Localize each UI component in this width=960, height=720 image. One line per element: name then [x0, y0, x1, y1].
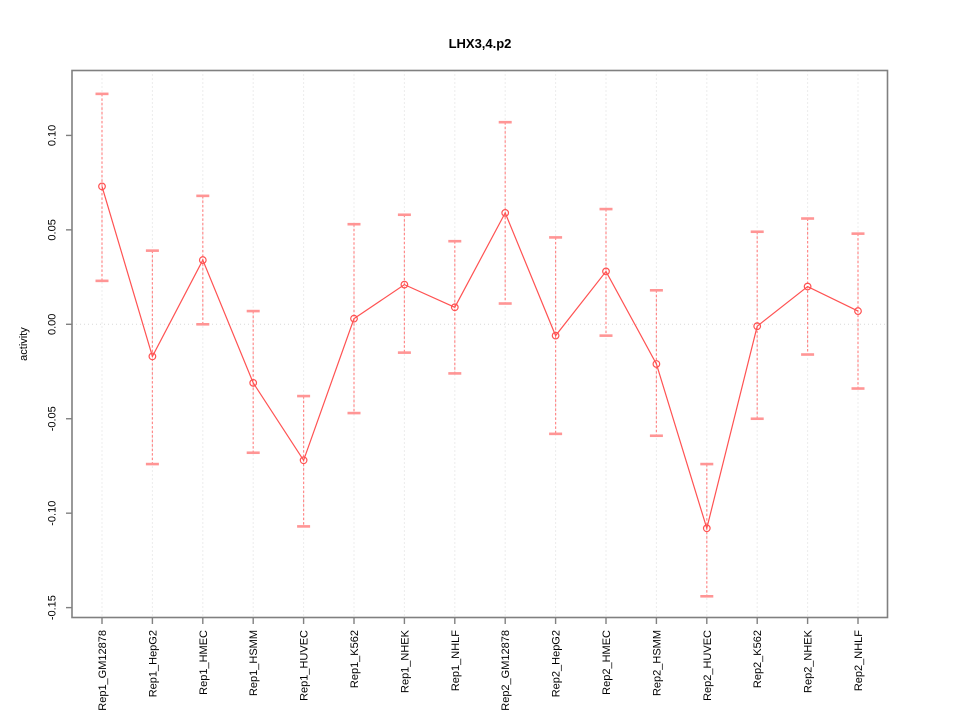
x-tick-label: Rep1_HSMM [248, 630, 260, 696]
data-point-marker [198, 256, 207, 264]
data-point-marker [702, 524, 711, 533]
error-bar [750, 230, 764, 421]
data-point-marker [98, 182, 106, 191]
x-tick-label: Rep2_HSMM [651, 630, 663, 696]
gridlines-group [72, 70, 888, 618]
y-tick-label: 0.00 [47, 314, 59, 335]
data-point-marker [400, 280, 409, 289]
plot-frame-group [71, 69, 889, 619]
data-point-marker [249, 378, 258, 387]
plot-frame [71, 69, 889, 619]
error-bar [246, 309, 260, 455]
data-point-marker [753, 322, 762, 331]
x-tick-label: Rep1_GM12878 [97, 630, 109, 711]
data-point-marker [854, 307, 862, 315]
error-bar [397, 213, 411, 354]
x-tick-label: Rep1_HUVEC [299, 630, 311, 701]
y-tick-label: -0.15 [47, 595, 59, 620]
x-tick-label: Rep1_HepG2 [147, 630, 159, 697]
x-tick-label: Rep1_K562 [349, 630, 361, 688]
x-tick-label: Rep2_GM12878 [500, 630, 512, 711]
x-tick-label: Rep2_NHEK [803, 629, 815, 693]
data-point-marker [450, 303, 459, 312]
data-point-marker [501, 208, 510, 217]
error-bar [549, 236, 563, 436]
series-line [101, 186, 859, 531]
data-point-marker [652, 360, 661, 368]
error-bar [700, 462, 714, 598]
y-axis-label: activity [18, 327, 30, 361]
error-bar [145, 249, 159, 466]
data-point-marker [551, 331, 560, 340]
data-point-marker [299, 456, 308, 465]
x-tick-label: Rep2_HUVEC [702, 630, 714, 701]
data-point-marker [350, 314, 358, 323]
x-tick-label: Rep1_HMEC [198, 630, 210, 695]
y-tick-label: 0.10 [47, 125, 59, 146]
chart-title: LHX3,4.p2 [449, 36, 512, 51]
x-tick-label: Rep2_NHLF [853, 630, 865, 691]
data-point-marker [602, 267, 610, 276]
data-point-marker [803, 282, 812, 291]
y-tick-label: -0.10 [47, 501, 59, 526]
x-tick-label: Rep1_NHLF [450, 630, 462, 691]
x-tick-label: Rep2_HMEC [601, 630, 613, 695]
x-tick-label: Rep1_NHEK [399, 629, 411, 693]
y-tick-label: 0.05 [47, 219, 59, 240]
axis-ticks-group: -0.15 -0.10 -0.05 0.00 0.05 0.10 Rep1_GM12878 R… [47, 125, 866, 711]
error-bar [448, 239, 462, 375]
x-tick-label: Rep2_HepG2 [551, 630, 563, 697]
data-point-marker [148, 352, 157, 361]
y-tick-label: -0.05 [47, 406, 59, 431]
data-series-group [95, 92, 865, 598]
x-tick-label: Rep2_K562 [752, 630, 764, 688]
error-bar [347, 222, 361, 415]
error-bar [95, 92, 109, 283]
